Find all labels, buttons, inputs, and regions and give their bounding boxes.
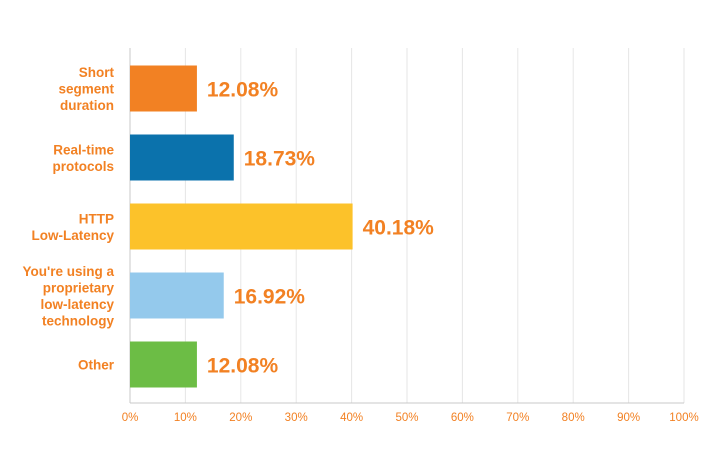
category-label: Low-Latency [31, 228, 114, 243]
category-label: low-latency [40, 297, 114, 312]
category-label: Short [79, 65, 115, 80]
bar [130, 134, 234, 181]
x-tick-label: 100% [669, 412, 698, 424]
category-label: segment [58, 82, 114, 97]
bar-value-label: 40.18% [363, 217, 435, 240]
labels: 0% 10% 20% 30% 40% 50% 60% 70% 80% 90% 100% 12.08% S… [23, 65, 699, 424]
bar [130, 203, 353, 250]
x-tick-label: 50% [395, 412, 418, 424]
x-tick-label: 40% [340, 412, 363, 424]
category-label: Real-time [53, 142, 114, 157]
x-tick-label: 30% [285, 412, 308, 424]
x-tick-label: 20% [229, 412, 252, 424]
category-label: Other [78, 358, 115, 373]
bar [130, 272, 224, 319]
category-label: You're using a [23, 264, 115, 279]
category-label: protocols [52, 159, 114, 174]
bar-value-label: 16.92% [234, 286, 306, 309]
x-tick-label: 10% [174, 412, 197, 424]
gridlines [184, 48, 685, 403]
bars [130, 65, 353, 388]
category-label: technology [42, 313, 114, 328]
bar [130, 341, 197, 388]
x-tick-label: 60% [451, 412, 474, 424]
bar-value-label: 12.08% [207, 355, 279, 378]
category-label: duration [60, 98, 114, 113]
category-label: HTTP [79, 211, 114, 226]
bar-value-label: 12.08% [207, 79, 279, 102]
category-label: proprietary [43, 280, 115, 295]
bar-value-label: 18.73% [244, 148, 316, 171]
x-tick-label: 90% [617, 412, 640, 424]
bar [130, 65, 197, 112]
x-tick-label: 70% [506, 412, 529, 424]
x-tick-label: 80% [562, 412, 585, 424]
x-tick-label: 0% [122, 412, 139, 424]
